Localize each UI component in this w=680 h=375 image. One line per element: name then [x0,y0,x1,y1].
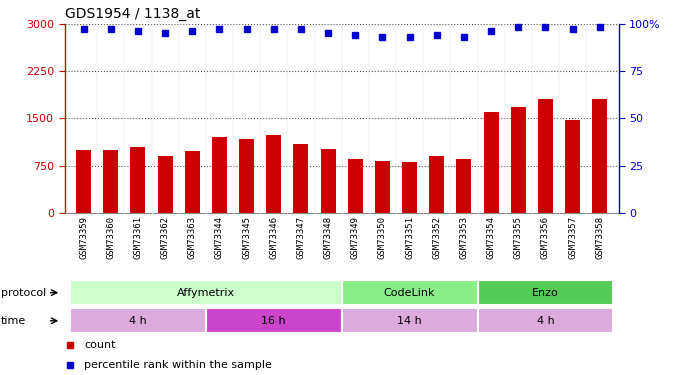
FancyBboxPatch shape [342,280,477,305]
Text: GSM73353: GSM73353 [460,216,469,259]
Text: GSM73349: GSM73349 [351,216,360,259]
Bar [592,99,607,213]
Bar [429,156,444,213]
Text: percentile rank within the sample: percentile rank within the sample [84,360,272,370]
Bar [103,150,118,213]
Bar [158,156,173,213]
Text: 4 h: 4 h [537,316,554,326]
Bar [294,144,309,213]
Text: GSM73351: GSM73351 [405,216,414,259]
Text: Enzo: Enzo [532,288,559,298]
Bar [212,137,227,213]
FancyBboxPatch shape [342,308,477,333]
Text: GSM73363: GSM73363 [188,216,197,259]
Bar [76,150,91,213]
Bar [267,135,282,213]
Bar [565,120,580,213]
Text: Affymetrix: Affymetrix [177,288,235,298]
Bar [347,159,362,213]
FancyBboxPatch shape [477,280,613,305]
Text: GSM73346: GSM73346 [269,216,278,259]
Bar [402,162,417,213]
Text: 16 h: 16 h [262,316,286,326]
Bar [321,148,336,213]
Text: time: time [1,316,26,326]
Text: 14 h: 14 h [397,316,422,326]
Bar [131,147,146,213]
Text: GSM73350: GSM73350 [378,216,387,259]
Bar [538,99,553,213]
Bar [375,161,390,213]
FancyBboxPatch shape [206,308,342,333]
Text: GSM73362: GSM73362 [160,216,169,259]
Text: protocol: protocol [1,288,46,298]
Bar [483,112,498,213]
Text: GDS1954 / 1138_at: GDS1954 / 1138_at [65,7,200,21]
Text: count: count [84,340,116,350]
Bar [511,107,526,213]
Text: GSM73344: GSM73344 [215,216,224,259]
Text: GSM73348: GSM73348 [324,216,333,259]
Text: GSM73354: GSM73354 [487,216,496,259]
Text: GSM73360: GSM73360 [106,216,116,259]
Bar [239,138,254,213]
Text: GSM73358: GSM73358 [595,216,605,259]
Text: GSM73361: GSM73361 [133,216,142,259]
Text: GSM73345: GSM73345 [242,216,251,259]
Text: GSM73359: GSM73359 [79,216,88,259]
Bar [456,159,471,213]
Text: GSM73347: GSM73347 [296,216,305,259]
Text: CodeLink: CodeLink [384,288,435,298]
Text: 4 h: 4 h [129,316,147,326]
FancyBboxPatch shape [70,308,206,333]
FancyBboxPatch shape [477,308,613,333]
Text: GSM73357: GSM73357 [568,216,577,259]
Text: GSM73355: GSM73355 [514,216,523,259]
Bar [185,151,200,213]
Text: GSM73352: GSM73352 [432,216,441,259]
Text: GSM73356: GSM73356 [541,216,550,259]
FancyBboxPatch shape [70,280,342,305]
